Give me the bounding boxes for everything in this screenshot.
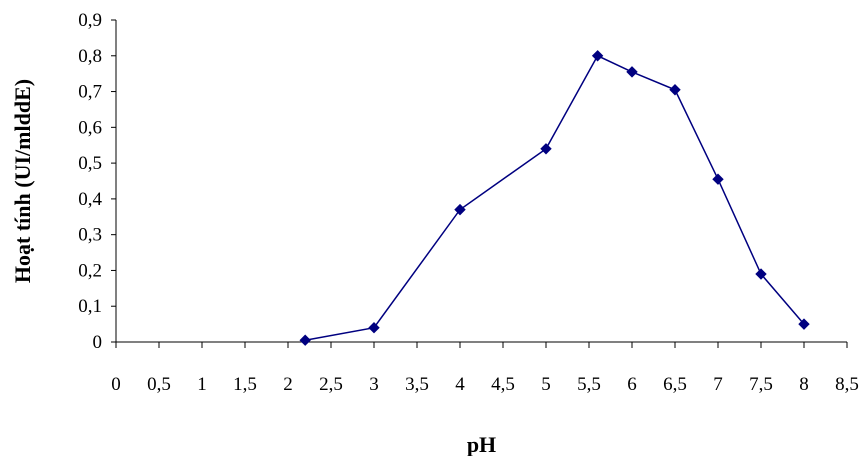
- data-point-marker: [540, 143, 552, 155]
- y-tick-label: 0,6: [78, 117, 102, 138]
- x-tick-label: 4,5: [491, 374, 515, 395]
- y-tick-label: 0: [93, 332, 103, 353]
- x-axis-title: pH: [467, 432, 496, 456]
- x-tick-label: 8,5: [835, 374, 859, 395]
- data-point-marker: [755, 268, 767, 280]
- data-point-marker: [669, 84, 681, 96]
- y-tick-label: 0,1: [78, 296, 102, 317]
- data-point-marker: [368, 321, 380, 334]
- y-axis-ticks: 0 0,1 0,2 0,3 0,4 0,5 0,6 0,7 0,8 0,9: [78, 10, 116, 353]
- y-tick-label: 0,4: [78, 189, 102, 210]
- data-point-marker: [798, 318, 810, 330]
- y-tick-label: 0,7: [78, 82, 102, 103]
- series-group: [299, 50, 810, 346]
- x-tick-label: 2,5: [319, 374, 343, 395]
- x-tick-label: 6,5: [663, 374, 687, 395]
- series-line: [305, 54, 805, 341]
- x-tick-label: 7,5: [749, 374, 773, 395]
- y-tick-label: 0,3: [78, 225, 102, 246]
- x-tick-label: 3,5: [405, 374, 429, 395]
- x-axis-ticks: 0 0,5 1 1,5 2 2,5 3 3,5 4 4,5 5 5,5 6 6,5 7 7,5 8 8,5: [111, 342, 859, 395]
- x-tick-label: 5: [541, 374, 551, 395]
- x-tick-label: 1,5: [233, 374, 257, 395]
- data-point-marker: [626, 66, 638, 78]
- x-tick-label: 7: [713, 374, 723, 395]
- y-tick-label: 0,9: [78, 10, 102, 31]
- x-tick-label: 2: [283, 374, 293, 395]
- x-tick-label: 4: [455, 374, 465, 395]
- axes: [115, 20, 847, 343]
- data-point-marker: [591, 50, 604, 62]
- data-point-marker: [712, 173, 724, 185]
- x-tick-label: 3: [369, 374, 379, 395]
- data-point-marker: [454, 203, 466, 216]
- y-tick-label: 0,2: [78, 260, 102, 281]
- y-axis-title: Hoạt tính (UI/mlddE): [10, 79, 35, 283]
- y-tick-label: 0,5: [78, 153, 102, 174]
- x-tick-label: 5,5: [577, 374, 601, 395]
- data-point-marker: [299, 334, 311, 346]
- y-tick-label: 0,8: [78, 46, 102, 67]
- x-tick-label: 8: [799, 374, 809, 395]
- x-tick-label: 0: [111, 374, 121, 395]
- x-tick-label: 0,5: [147, 374, 171, 395]
- x-tick-label: 6: [627, 374, 637, 395]
- x-tick-label: 1: [197, 374, 207, 395]
